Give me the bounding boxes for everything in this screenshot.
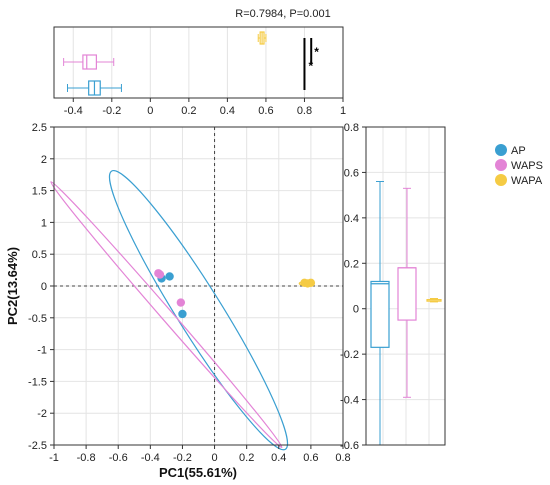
y-tick-label: -1 (37, 345, 47, 357)
significance-star: * (308, 59, 313, 73)
x-tick-label: -0.2 (173, 452, 192, 464)
x-tick-label: 0.2 (239, 452, 254, 464)
data-point-ap (165, 272, 174, 281)
y-tick-label: 0.5 (32, 249, 47, 261)
top-panel-frame (53, 26, 344, 99)
right-tick-label: -0.4 (340, 395, 359, 407)
right-tick-label: 0.4 (344, 213, 359, 225)
top-tick-label: 0.4 (220, 105, 235, 117)
legend-label-ap: AP (511, 145, 526, 157)
right-boxplot-wapa (426, 297, 442, 303)
top-tick-label: 0.2 (181, 105, 196, 117)
x-tick-label: 0.4 (271, 452, 286, 464)
right-boxplot-panel: 0.8 0.6 0.4 0.2 0 -0.2 -0.4 -0.6 (340, 122, 446, 452)
y-tick-label: -0.5 (28, 313, 47, 325)
top-tick-label: 0.8 (297, 105, 312, 117)
top-boxplot-ap (66, 80, 122, 96)
right-tick-label: 0.8 (344, 122, 359, 134)
top-tick-label: -0.4 (64, 105, 83, 117)
x-tick-label: 0.6 (303, 452, 318, 464)
right-boxplot-waps (397, 187, 417, 398)
legend-marker-ap (495, 144, 507, 156)
y-tick-label: 2.5 (32, 122, 47, 134)
x-tick-label: 0 (211, 452, 217, 464)
y-tick-label: -2 (37, 408, 47, 420)
right-panel-frame (365, 126, 446, 446)
x-axis-label: PC1(55.61%) (159, 465, 237, 480)
significance-star: * (314, 45, 319, 59)
top-tick-label: 0.6 (258, 105, 273, 117)
x-tick-label: -0.4 (141, 452, 160, 464)
y-axis-label: PC2(13.64%) (5, 247, 20, 325)
main-scatter-panel: -1 -0.8 -0.6 -0.4 -0.2 0 0.2 0.4 0.6 0.8 2.5 2 1.5 1… (5, 122, 351, 480)
stats-annotation: R=0.7984, P=0.001 (235, 8, 330, 20)
data-point-wapa (306, 278, 316, 288)
y-tick-label: 1.5 (32, 186, 47, 198)
top-boxplot-panel: ** -0.4 -0.2 0 0.2 0.4 0.6 0.8 1 (53, 26, 346, 117)
x-tick-label: 0.8 (335, 452, 350, 464)
data-point-waps (176, 298, 186, 307)
legend-marker-wapa (495, 174, 507, 186)
right-tick-label: 0.6 (344, 167, 359, 179)
legend: AP WAPS WAPA (495, 144, 543, 187)
box (397, 267, 417, 321)
x-tick-label: -0.8 (77, 452, 96, 464)
legend-label-waps: WAPS (511, 160, 543, 172)
top-tick-label: 0 (147, 105, 153, 117)
right-tick-label: -0.6 (340, 440, 359, 452)
top-tick-label: 1 (340, 105, 346, 117)
right-tick-label: 0.2 (344, 258, 359, 270)
data-point-waps (155, 270, 165, 279)
y-tick-label: -2.5 (28, 440, 47, 452)
right-tick-label: 0 (353, 304, 359, 316)
right-tick-label: -0.2 (340, 349, 359, 361)
data-point-ap (178, 309, 187, 319)
top-boxplot-wapa (257, 31, 267, 45)
legend-marker-waps (495, 159, 507, 171)
right-boxplot-ap (370, 181, 390, 445)
top-boxplot-waps (63, 54, 115, 70)
y-tick-label: 2 (41, 154, 47, 166)
legend-label-wapa: WAPA (511, 175, 543, 187)
y-tick-label: 0 (41, 281, 47, 293)
x-tick-label: -1 (49, 452, 59, 464)
confidence-ellipse-waps (50, 181, 283, 449)
y-tick-label: 1 (41, 217, 47, 229)
y-tick-label: -1.5 (28, 376, 47, 388)
top-tick-label: -0.2 (102, 105, 121, 117)
box (370, 280, 390, 348)
confidence-ellipse-ap (108, 169, 289, 451)
x-tick-label: -0.6 (109, 452, 128, 464)
box (82, 54, 97, 70)
